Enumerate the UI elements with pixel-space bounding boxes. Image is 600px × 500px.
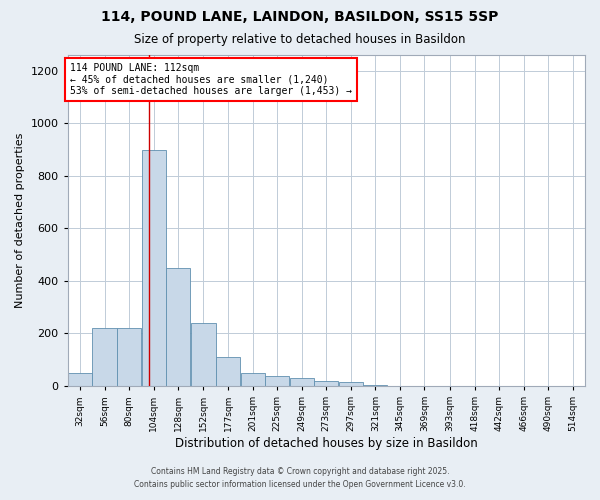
Text: Size of property relative to detached houses in Basildon: Size of property relative to detached ho… <box>134 32 466 46</box>
Bar <box>265 376 289 386</box>
Bar <box>364 384 388 386</box>
Bar <box>117 328 141 386</box>
Bar <box>314 381 338 386</box>
Bar <box>216 357 240 386</box>
Y-axis label: Number of detached properties: Number of detached properties <box>15 133 25 308</box>
Bar <box>339 382 363 386</box>
Bar <box>191 323 215 386</box>
Bar <box>92 328 116 386</box>
X-axis label: Distribution of detached houses by size in Basildon: Distribution of detached houses by size … <box>175 437 478 450</box>
Text: Contains HM Land Registry data © Crown copyright and database right 2025.
Contai: Contains HM Land Registry data © Crown c… <box>134 468 466 489</box>
Bar <box>142 150 166 386</box>
Text: 114 POUND LANE: 112sqm
← 45% of detached houses are smaller (1,240)
53% of semi-: 114 POUND LANE: 112sqm ← 45% of detached… <box>70 63 352 96</box>
Bar <box>241 373 265 386</box>
Text: 114, POUND LANE, LAINDON, BASILDON, SS15 5SP: 114, POUND LANE, LAINDON, BASILDON, SS15… <box>101 10 499 24</box>
Bar <box>68 373 92 386</box>
Bar <box>290 378 314 386</box>
Bar <box>166 268 190 386</box>
